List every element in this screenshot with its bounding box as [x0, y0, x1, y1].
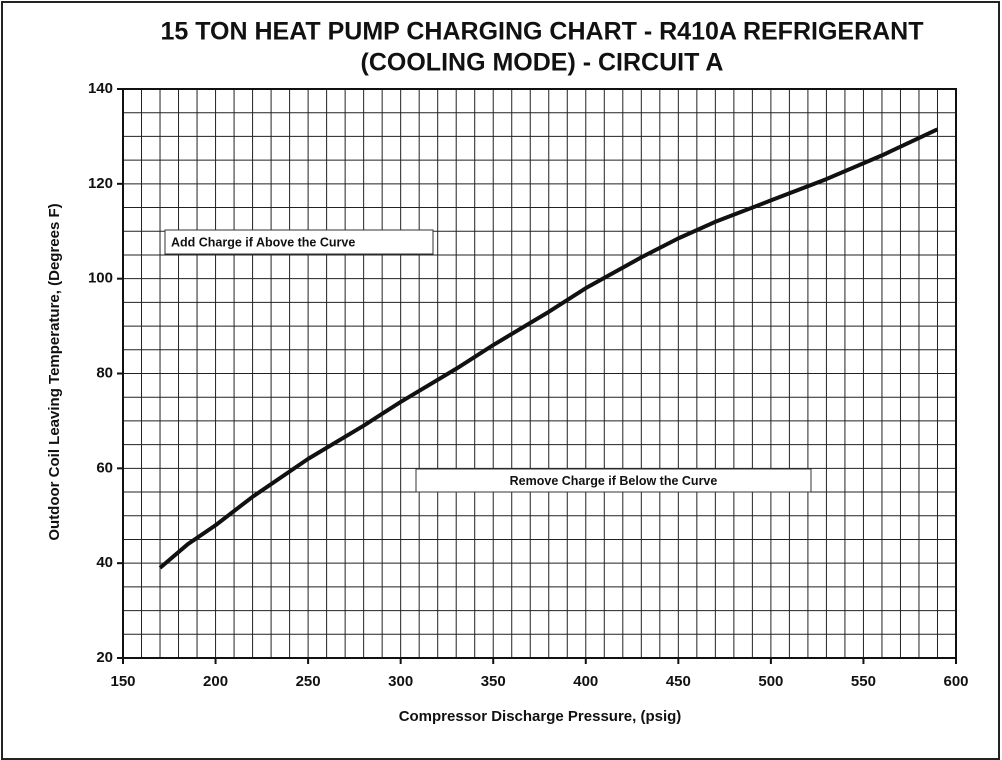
x-tick-label: 300: [388, 673, 413, 690]
annotation: Remove Charge if Below the Curve: [510, 474, 718, 488]
annotation: Add Charge if Above the Curve: [171, 235, 355, 249]
y-tick-label: 140: [88, 80, 113, 97]
x-tick-label: 450: [666, 673, 691, 690]
annotation-box: [164, 229, 434, 255]
y-tick-label: 100: [88, 270, 113, 287]
x-tick-label: 350: [481, 673, 506, 690]
y-tick-label: 80: [96, 364, 113, 381]
x-tick-label: 150: [110, 673, 135, 690]
y-tick-label: 60: [96, 459, 113, 476]
chart-title: 15 TON HEAT PUMP CHARGING CHART - R410A …: [160, 18, 923, 46]
x-tick-label: 250: [296, 673, 321, 690]
x-tick-label: 600: [943, 673, 968, 690]
x-tick-label: 400: [573, 673, 598, 690]
y-tick-label: 120: [88, 175, 113, 192]
curve: [158, 127, 939, 570]
y-axis-label: Outdoor Coil Leaving Temperature, (Degre…: [46, 203, 63, 540]
y-tick-label: 20: [96, 649, 113, 666]
y-tick-label: 40: [96, 554, 113, 571]
x-axis-label: Compressor Discharge Pressure, (psig): [399, 708, 682, 725]
annotation-box: [415, 468, 812, 493]
chart-title: (COOLING MODE) - CIRCUIT A: [361, 49, 724, 77]
x-tick-label: 200: [203, 673, 228, 690]
x-tick-label: 550: [851, 673, 876, 690]
x-tick-label: 500: [758, 673, 783, 690]
